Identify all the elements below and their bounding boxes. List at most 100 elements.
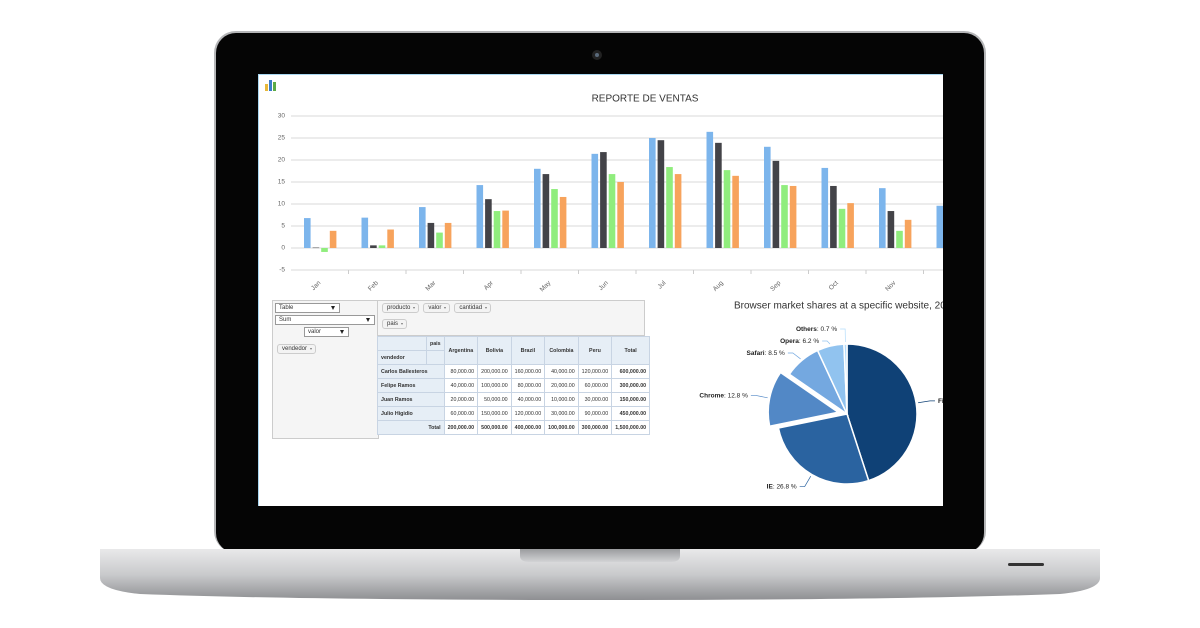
- bar: [329, 230, 337, 248]
- field-chip[interactable]: valor: [423, 303, 451, 313]
- dropdown-arrow: [485, 307, 488, 309]
- cell: 120,000.00: [510, 406, 546, 421]
- column-fields: pais: [377, 313, 645, 336]
- pie-label: Chrome: 12.8 %: [699, 392, 748, 399]
- bar: [649, 138, 656, 248]
- column-label: Colombia: [544, 336, 579, 365]
- cell: 10,000.00: [544, 392, 579, 407]
- bar: [551, 189, 558, 248]
- pie-label-name: Opera: [780, 338, 799, 345]
- bar: [830, 185, 837, 248]
- cell: 200,000.00: [477, 364, 512, 379]
- x-tick-label: Sep: [769, 279, 782, 292]
- pie-label-name: Others: [796, 326, 817, 333]
- field-chip[interactable]: cantidad: [454, 303, 492, 313]
- pie-slice: [777, 413, 870, 485]
- bar: [591, 153, 599, 248]
- cell: 80,000.00: [443, 364, 479, 379]
- pie-label-sep: :: [799, 338, 803, 345]
- pie-label-sep: :: [773, 483, 777, 490]
- chart-title: REPORTE DE VENTAS: [592, 94, 699, 105]
- bar: [444, 222, 452, 248]
- y-tick-label: 5: [281, 223, 285, 230]
- renderer-select[interactable]: Table: [275, 303, 340, 313]
- pie-label-name: Firefox: [938, 398, 943, 405]
- bar: [361, 217, 369, 248]
- table-row: Total 200,000.00 500,000.00 400,000.00 100,0…: [377, 420, 651, 435]
- bar: [706, 131, 714, 248]
- connector: [840, 328, 846, 343]
- column-label: Peru: [577, 336, 613, 365]
- y-tick-label: 25: [278, 135, 286, 142]
- y-tick-label: -5: [279, 267, 285, 274]
- x-tick-label: Mar: [425, 279, 438, 292]
- corner: [426, 350, 445, 365]
- bar: [617, 182, 624, 248]
- pie-label: Opera: 6.2 %: [780, 338, 819, 345]
- column-label: Argentina: [443, 336, 479, 365]
- cell: 600,000.00: [611, 364, 651, 379]
- bar: [427, 222, 435, 248]
- row-header: vendedor: [377, 350, 427, 365]
- cell: 100,000.00: [544, 420, 579, 435]
- bar: [772, 160, 780, 248]
- y-tick-label: 30: [278, 113, 286, 120]
- row-label: Juan Ramos: [377, 392, 445, 407]
- x-tick-label: Jun: [598, 279, 611, 292]
- pie-label-value: 8.5 %: [768, 350, 785, 357]
- bar: [304, 218, 311, 248]
- x-tick-label: May: [539, 279, 553, 293]
- dropdown-arrow: [310, 348, 313, 350]
- cell: 300,000.00: [577, 420, 613, 435]
- bar: [312, 247, 320, 249]
- column-field[interactable]: pais: [382, 319, 408, 329]
- bar: [493, 211, 501, 248]
- field-chip[interactable]: producto: [382, 303, 420, 313]
- pie-label: Safari: 8.5 %: [747, 350, 786, 357]
- pie-label-sep: :: [765, 350, 769, 357]
- row-field-label: vendedor: [282, 346, 308, 352]
- bar: [674, 174, 682, 248]
- pivot-controls: Table Sum valor vendedor: [272, 300, 379, 439]
- renderer-label: Table: [279, 305, 294, 311]
- column-field-label: pais: [387, 321, 399, 327]
- bar: [534, 168, 541, 248]
- bar: [821, 167, 829, 248]
- bar: [502, 210, 509, 248]
- unused-fields: producto valor cantidad: [377, 300, 645, 314]
- bar: [436, 232, 443, 248]
- screen: REPORTE DE VENTAS -5 0 5 10 15 20 25 30 Jan Feb Ma…: [258, 74, 943, 506]
- camera-lens: [595, 53, 599, 57]
- cell: 40,000.00: [443, 378, 479, 393]
- pie-slice: [788, 349, 849, 417]
- bar: [600, 152, 607, 248]
- cell: 1,500,000.00: [611, 420, 651, 435]
- column-label: Bolivia: [477, 336, 512, 365]
- pie-label-value: 6.2 %: [803, 338, 820, 345]
- indicator-light: [1008, 563, 1044, 566]
- pie-label-value: 12.8 %: [728, 392, 748, 399]
- table-row: Carlos Ballesteros 80,000.00 200,000.00 160…: [377, 364, 651, 379]
- column-header: pais: [426, 336, 445, 351]
- chart-title: Browser market shares at a specific webs…: [734, 301, 943, 312]
- x-tick-label: Apr: [483, 279, 496, 292]
- row-label: Julio Higidio: [377, 406, 445, 421]
- aggregator-select[interactable]: Sum: [275, 315, 375, 325]
- bar: [608, 174, 616, 248]
- connector: [750, 395, 768, 399]
- dropdown-arrow: [413, 307, 416, 309]
- field-select[interactable]: valor: [304, 327, 349, 337]
- cell: 50,000.00: [477, 392, 512, 407]
- x-tick-label: Jul: [657, 279, 668, 290]
- bar: [419, 207, 426, 248]
- cell: 500,000.00: [477, 420, 512, 435]
- field-label: valor: [308, 329, 322, 335]
- bar: [723, 170, 731, 248]
- bar: [887, 211, 895, 248]
- header-row: vendedor: [377, 350, 650, 365]
- row-field[interactable]: vendedor: [277, 344, 317, 354]
- bar: [764, 146, 771, 248]
- field-chip-label: producto: [387, 305, 411, 311]
- cell: 40,000.00: [544, 364, 579, 379]
